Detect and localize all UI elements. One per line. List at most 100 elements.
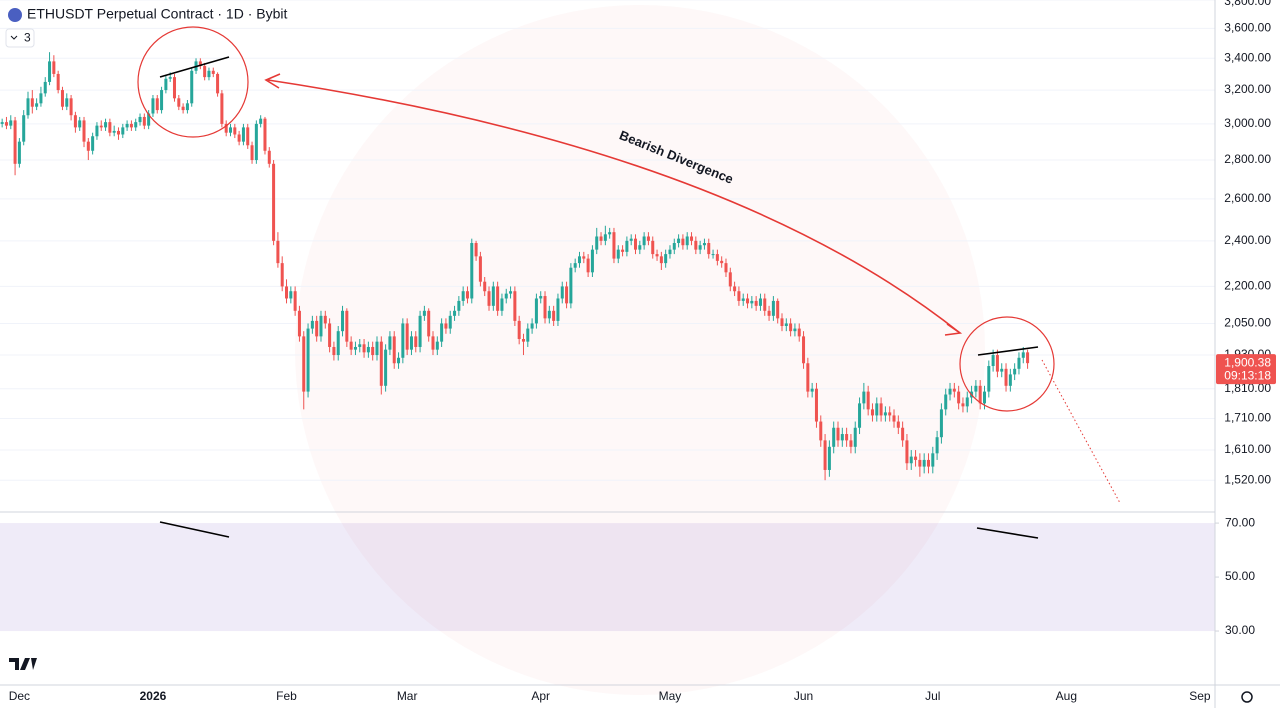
y-tick-label: 50.00 (1225, 569, 1255, 583)
candle-body (961, 403, 965, 407)
candle-body (125, 123, 129, 128)
candle-body (517, 320, 521, 340)
candle-body (22, 115, 26, 142)
candle-body (470, 243, 474, 299)
candle-body (160, 90, 164, 111)
candle-body (672, 243, 676, 250)
candle-body (582, 256, 586, 259)
candle-body (702, 243, 706, 246)
x-tick-label: May (659, 689, 682, 703)
candle-body (849, 440, 853, 447)
trend-line (159, 56, 230, 78)
y-tick-label: 2,050.00 (1224, 316, 1271, 330)
candle-body (259, 118, 263, 124)
candle-body (1004, 368, 1008, 386)
candle-body (366, 346, 370, 353)
candle-body (9, 120, 13, 126)
candle-body (177, 98, 181, 107)
candle-body (556, 298, 560, 321)
candle-body (86, 141, 90, 151)
trend-line (159, 521, 230, 538)
candle-body (310, 320, 314, 329)
y-tick-label: 3,400.00 (1224, 50, 1271, 64)
grid (0, 0, 1215, 481)
candle-body (728, 272, 732, 287)
candle-body (138, 116, 142, 123)
candle-body (1021, 352, 1025, 358)
candle-body (711, 254, 715, 256)
y-tick-label: 1,810.00 (1224, 381, 1271, 395)
candle-body (289, 291, 293, 299)
candle-body (763, 298, 767, 311)
trend-line (976, 527, 1039, 539)
candle-body (707, 243, 711, 255)
candle-body (293, 291, 297, 311)
candle-body (909, 456, 913, 464)
candle-body (616, 249, 620, 259)
candle-body (104, 122, 108, 128)
trend-line (977, 346, 1039, 356)
candle-body (978, 385, 982, 404)
candle-body (237, 134, 241, 142)
marks (0, 52, 1030, 481)
candle-body (457, 300, 461, 311)
y-tick-label: 3,000.00 (1224, 116, 1271, 130)
candle-body (99, 125, 103, 128)
candle-body (384, 349, 388, 386)
candle-body (358, 344, 362, 347)
candle-body (806, 363, 810, 392)
candle-body (823, 440, 827, 470)
candle-body (328, 323, 332, 347)
candle-body (379, 341, 383, 386)
candle-body (840, 434, 844, 441)
candle-body (306, 328, 310, 392)
indicator-toggle[interactable] (5, 28, 35, 48)
candle-body (220, 93, 224, 124)
candle-body (845, 434, 849, 441)
candle-body (746, 298, 750, 304)
chart-title[interactable]: ETHUSDT Perpetual Contract · 1D · Bybit (27, 6, 287, 22)
projection-line (1041, 359, 1121, 504)
candle-body (793, 328, 797, 332)
candle-body (569, 267, 573, 304)
candle-body (65, 98, 69, 107)
candle-body (987, 366, 991, 392)
candle-body (543, 296, 547, 319)
candle-body (91, 136, 95, 151)
candle-body (521, 339, 525, 342)
candle-body (168, 77, 172, 79)
candle-body (509, 291, 513, 294)
axes: Dec 2026 Feb Mar Apr May Jun Jul Aug Sep 1,520.00 1… (9, 0, 1276, 703)
candle-body (224, 123, 228, 133)
candle-body (530, 323, 534, 329)
settings-icon[interactable] (1241, 691, 1253, 703)
candle-body (948, 388, 952, 395)
y-tick-label: 2,800.00 (1224, 152, 1271, 166)
candle-body (677, 238, 681, 244)
candle-body (172, 77, 177, 99)
candle-body (875, 403, 879, 416)
candle-body (814, 388, 818, 422)
candle-body (474, 243, 478, 257)
candle-body (995, 355, 999, 372)
candle-body (832, 427, 836, 447)
candle-body (453, 310, 457, 316)
candle-body (56, 73, 60, 91)
candle-body (349, 341, 353, 350)
candle-body (250, 145, 254, 161)
x-tick-label: Apr (531, 689, 550, 703)
candle-body (754, 300, 758, 306)
candle-body (164, 78, 168, 91)
candle-body (621, 249, 625, 252)
candle-body (957, 391, 961, 404)
candle-body (629, 238, 633, 241)
candle-body (922, 459, 926, 467)
candle-body (504, 293, 508, 299)
candle-body (185, 103, 189, 111)
x-tick-label: Aug (1056, 689, 1077, 703)
candle-body (483, 281, 487, 292)
candle-body (362, 344, 366, 353)
candle-body (496, 286, 500, 311)
candle-body (991, 355, 995, 367)
candle-body (720, 260, 724, 264)
